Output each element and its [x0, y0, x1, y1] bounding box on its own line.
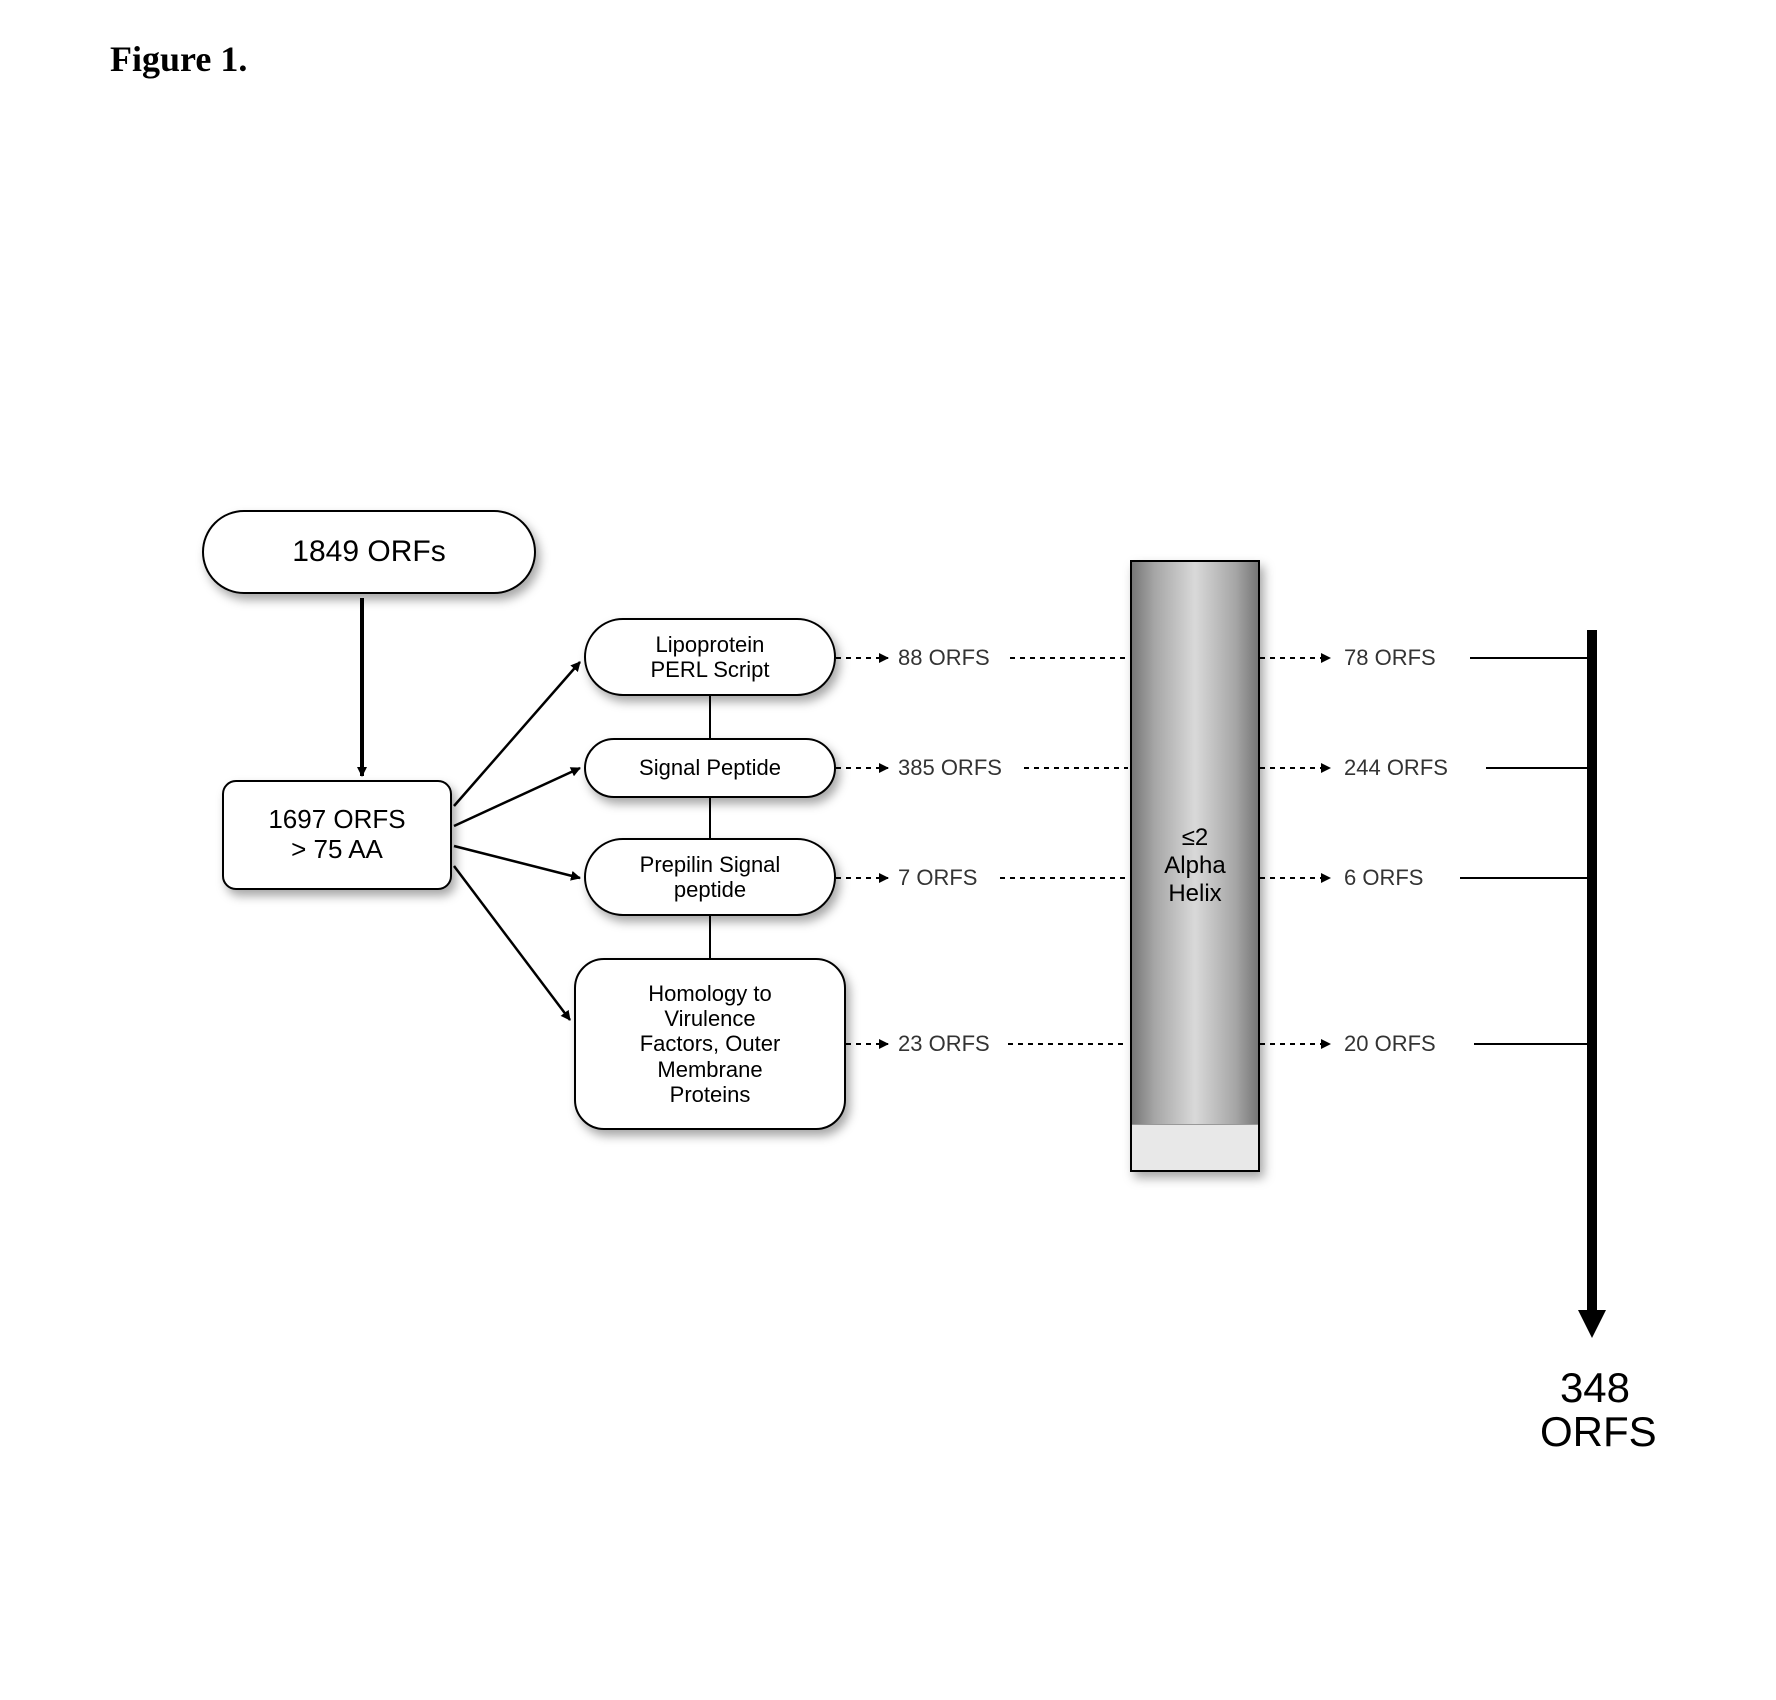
- alpha-box-tail: [1132, 1124, 1258, 1170]
- node-prepilin-text: Prepilin Signal peptide: [640, 852, 781, 903]
- alpha-text-top: ≤2: [1164, 824, 1225, 852]
- alpha-text-bot: Helix: [1164, 880, 1225, 908]
- count-left-prepilin: 7 ORFS: [898, 866, 977, 890]
- node-homology: Homology to Virulence Factors, Outer Mem…: [574, 958, 846, 1130]
- node-start: 1849 ORFs: [202, 510, 536, 594]
- node-start-text: 1849 ORFs: [292, 535, 445, 570]
- count-left-homology: 23 ORFS: [898, 1032, 990, 1056]
- final-count-number: 348: [1540, 1366, 1650, 1410]
- final-count: 348 ORFS: [1540, 1366, 1650, 1454]
- count-right-prepilin: 6 ORFS: [1344, 866, 1423, 890]
- node-homology-text: Homology to Virulence Factors, Outer Mem…: [640, 981, 781, 1107]
- node-alpha-helix: ≤2 Alpha Helix: [1130, 560, 1260, 1172]
- count-left-lipo: 88 ORFS: [898, 646, 990, 670]
- alpha-text-mid: Alpha: [1164, 852, 1225, 880]
- node-filtered: 1697 ORFS > 75 AA: [222, 780, 452, 890]
- count-left-signal: 385 ORFS: [898, 756, 1002, 780]
- count-right-homology: 20 ORFS: [1344, 1032, 1436, 1056]
- count-right-signal: 244 ORFS: [1344, 756, 1448, 780]
- figure-title: Figure 1.: [110, 38, 247, 80]
- node-filtered-text: 1697 ORFS > 75 AA: [268, 805, 405, 865]
- final-count-label: ORFS: [1540, 1410, 1650, 1454]
- node-prepilin: Prepilin Signal peptide: [584, 838, 836, 916]
- flow-diagram: 1849 ORFs 1697 ORFS > 75 AA Lipoprotein …: [130, 510, 1650, 1510]
- node-lipo-text: Lipoprotein PERL Script: [650, 632, 769, 683]
- node-lipo: Lipoprotein PERL Script: [584, 618, 836, 696]
- node-signal-text: Signal Peptide: [639, 755, 781, 780]
- count-right-lipo: 78 ORFS: [1344, 646, 1436, 670]
- node-signal: Signal Peptide: [584, 738, 836, 798]
